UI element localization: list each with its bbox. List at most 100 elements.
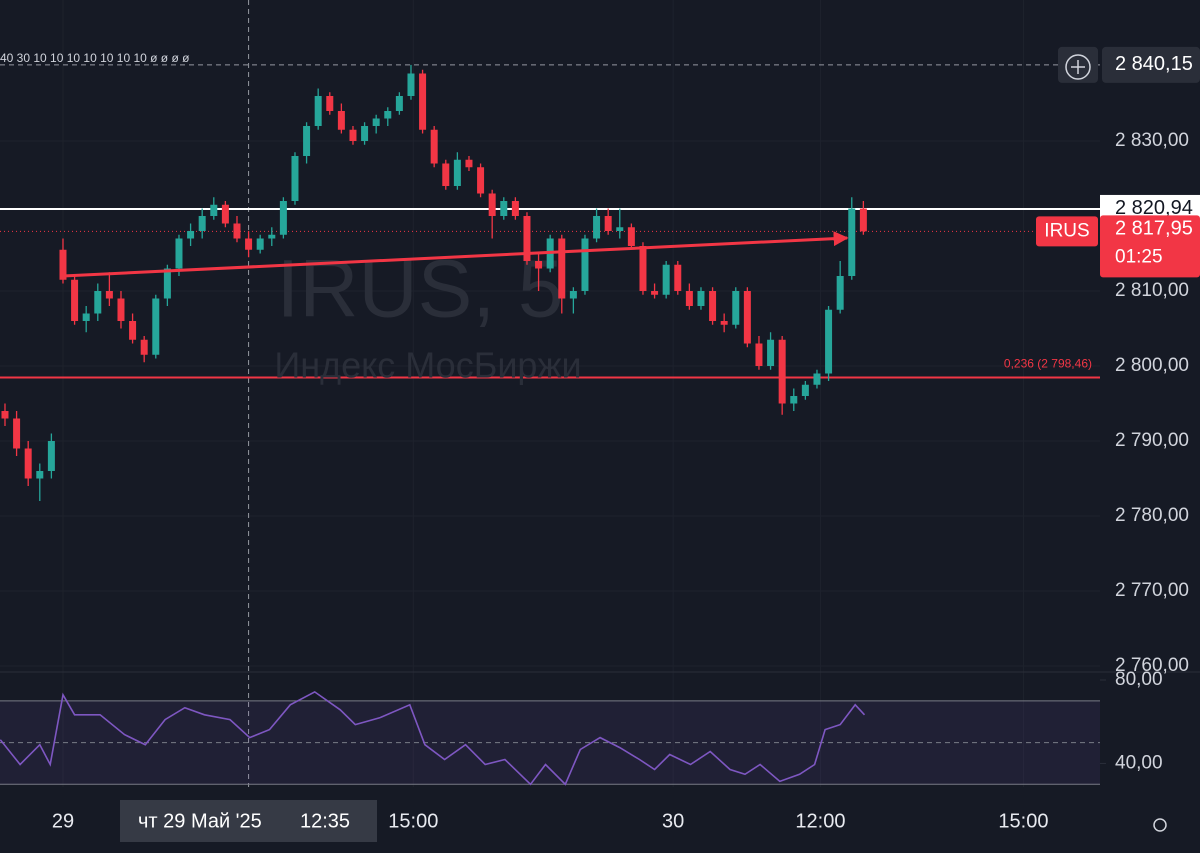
candle-body: [71, 279, 79, 321]
candle-body: [94, 291, 102, 314]
candle-body: [105, 291, 113, 299]
y-tick-label: 2 770,00: [1115, 580, 1189, 601]
candle-body: [836, 276, 844, 310]
candle-body: [372, 118, 380, 126]
candle-body: [314, 96, 322, 126]
candle-body: [488, 193, 496, 216]
candle-body: [790, 396, 798, 404]
candle-body: [268, 234, 276, 239]
price-tag-label: 2 817,95: [1115, 218, 1193, 240]
add-icon[interactable]: [1065, 54, 1091, 80]
candle-body: [36, 471, 44, 479]
add-icon-plus: [1071, 60, 1085, 74]
y-tick-label: 2 800,00: [1115, 355, 1189, 376]
y-tick-label: 2 790,00: [1115, 430, 1189, 451]
candle-body: [13, 418, 21, 449]
candle-body: [221, 204, 229, 224]
candle-body: [465, 159, 473, 168]
candle-body: [140, 339, 148, 355]
candle-body: [651, 291, 659, 295]
y-tick-label: 2 810,00: [1115, 280, 1189, 301]
price-tag-label: 2 840,15: [1115, 53, 1193, 75]
y-tick-label: 2 760,00: [1115, 655, 1189, 676]
candle-body: [256, 238, 264, 250]
crosshair-time: 12:35: [300, 810, 350, 832]
top-left-values: 40 30 10 10 10 10 10 10 10 ø ø ø ø: [0, 51, 190, 65]
candle-body: [430, 129, 438, 164]
candle-body: [709, 291, 717, 321]
crosshair-label-bg: [120, 800, 377, 842]
candle-body: [662, 264, 670, 295]
countdown-label: 01:25: [1115, 246, 1163, 267]
y-tick-label: 2 780,00: [1115, 505, 1189, 526]
candle-body: [477, 167, 485, 194]
price-tag: [1102, 46, 1200, 83]
candle-body: [720, 321, 728, 325]
price-tag: [1100, 215, 1200, 278]
rsi-line: [0, 690, 866, 786]
candle-body: [825, 309, 833, 374]
y-tick-label: 40,00: [1115, 752, 1163, 773]
price-tag-label: 2 820,94: [1115, 197, 1193, 219]
candle-body: [674, 264, 682, 291]
candle-body: [813, 373, 821, 385]
candle-body: [361, 126, 369, 141]
candle-body: [349, 129, 357, 141]
candle-body: [152, 298, 160, 355]
candle-body: [732, 291, 740, 325]
candle-body: [384, 111, 392, 119]
candle-body: [395, 96, 403, 111]
candle-body: [581, 238, 589, 291]
candle-body: [859, 208, 867, 232]
candle-body: [755, 343, 763, 366]
crosshair-date: чт 29 Май '25: [138, 810, 262, 832]
candle-body: [743, 291, 751, 344]
candle-body: [685, 291, 693, 306]
symbol-tag-label: IRUS: [1044, 220, 1089, 241]
candle-body: [535, 261, 543, 269]
candle-body: [245, 238, 253, 250]
candle-body: [163, 268, 171, 299]
candle-body: [1, 411, 9, 419]
candle-body: [848, 208, 856, 276]
candle-body: [569, 291, 577, 299]
x-tick-label: 15:00: [998, 810, 1048, 832]
candle-body: [697, 291, 705, 306]
candle-body: [210, 204, 218, 216]
candle-body: [303, 126, 311, 156]
candle-body: [117, 298, 125, 321]
watermark-subtitle: Индекс МосБиржи: [274, 345, 581, 386]
x-tick-label: 15:00: [388, 810, 438, 832]
candle-body: [407, 73, 415, 96]
candle-body: [129, 321, 137, 340]
candle-body: [558, 238, 566, 299]
settings-icon[interactable]: [1153, 818, 1167, 832]
level-label: 0,236 (2 798,46): [1004, 357, 1092, 371]
symbol-tag: [1036, 216, 1098, 247]
x-tick-label: 12:00: [795, 810, 845, 832]
candle-body: [291, 156, 299, 201]
candle-body: [778, 339, 786, 404]
x-tick-label: 30: [662, 810, 684, 832]
trendline: [62, 231, 849, 278]
candle-body: [767, 339, 775, 366]
candle-body: [198, 216, 206, 231]
candle-body: [593, 216, 601, 239]
candle-body: [801, 384, 809, 396]
candle-body: [419, 73, 427, 130]
candle-body: [187, 231, 195, 239]
candle-body: [82, 313, 90, 321]
candle-body: [279, 201, 287, 235]
candle-body: [453, 159, 461, 186]
candle-body: [616, 227, 624, 231]
candle-body: [604, 216, 612, 231]
candle-body: [442, 163, 450, 186]
candle-body: [24, 448, 32, 479]
candle-body: [523, 216, 531, 261]
candle-body: [500, 201, 508, 216]
candle-body: [59, 249, 67, 280]
y-tick-label: 2 830,00: [1115, 130, 1189, 151]
candle-body: [175, 238, 183, 269]
candle-body: [627, 227, 635, 246]
